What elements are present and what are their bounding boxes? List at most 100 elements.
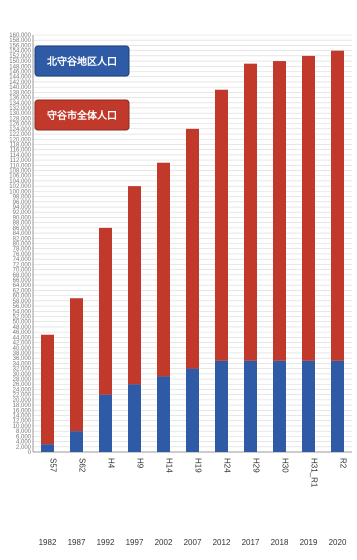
y-tick-label: 86,000 [13, 226, 32, 232]
x-category-label: H24 [223, 458, 232, 473]
bar-moriya-city-H30 [273, 61, 286, 361]
y-tick-label: 50,000 [13, 320, 32, 326]
bar-north-moriya-H24 [215, 360, 228, 452]
x-category-label: H31_R1 [310, 458, 319, 488]
x-category-label: H29 [252, 458, 261, 473]
x-year-label: 1997 [126, 538, 144, 547]
y-tick-label: 34,000 [13, 361, 32, 367]
x-year-label: 1982 [39, 538, 57, 547]
y-tick-label: 60,000 [13, 294, 32, 300]
bar-north-moriya-H31_R1 [302, 360, 315, 452]
y-tick-label: 44,000 [13, 335, 32, 341]
y-tick-label: 0 [28, 450, 32, 456]
y-tick-label: 28,000 [13, 377, 32, 383]
y-tick-label: 26,000 [13, 382, 32, 388]
y-tick-label: 8,000 [16, 429, 32, 435]
bar-north-moriya-H30 [273, 360, 286, 452]
bar-moriya-city-H9 [128, 186, 141, 385]
bar-moriya-city-H4 [99, 227, 112, 395]
y-tick-label: 36,000 [13, 356, 32, 362]
y-tick-label: 40,000 [13, 346, 32, 352]
y-tick-label: 32,000 [13, 367, 32, 373]
y-tick-label: 132,000 [9, 106, 31, 112]
y-tick-label: 24,000 [13, 387, 32, 393]
y-tick-label: 144,000 [9, 75, 31, 81]
y-tick-label: 138,000 [9, 90, 31, 96]
x-category-label: H4 [107, 458, 116, 469]
bar-north-moriya-R2 [331, 360, 344, 452]
y-tick-label: 118,000 [10, 142, 32, 148]
y-tick-label: 98,000 [13, 195, 32, 201]
y-tick-label: 114,000 [10, 153, 32, 159]
x-category-label: H19 [194, 458, 203, 473]
x-year-label: 1992 [97, 538, 115, 547]
x-category-label: H14 [165, 458, 174, 473]
y-tick-label: 142,000 [9, 80, 31, 86]
y-tick-label: 94,000 [13, 205, 32, 211]
bar-north-moriya-S57 [41, 444, 54, 452]
y-tick-label: 42,000 [13, 341, 32, 347]
y-tick-label: 90,000 [13, 215, 32, 221]
y-tick-label: 154,000 [9, 49, 31, 55]
y-tick-label: 82,000 [13, 236, 32, 242]
y-tick-label: 150,000 [9, 59, 31, 65]
y-tick-label: 112,000 [10, 158, 32, 164]
y-tick-label: 20,000 [13, 398, 32, 404]
bar-north-moriya-H14 [157, 376, 170, 452]
y-tick-label: 14,000 [13, 414, 32, 420]
bar-north-moriya-H29 [244, 360, 257, 452]
y-tick-label: 100,000 [9, 189, 31, 195]
bar-north-moriya-H19 [186, 368, 199, 452]
y-tick-label: 106,000 [9, 174, 31, 180]
y-tick-label: 156,000 [9, 43, 31, 49]
y-tick-label: 84,000 [13, 231, 32, 237]
legend-swatch-north-moriya [34, 45, 130, 77]
x-category-label: S57 [49, 458, 58, 473]
y-tick-label: 48,000 [13, 325, 32, 331]
y-tick-label: 158,000 [9, 38, 31, 44]
legend-label-north-moriya: 北守谷地区人口 [47, 55, 117, 68]
y-tick-label: 2,000 [16, 445, 32, 451]
y-tick-label: 6,000 [16, 434, 32, 440]
bar-moriya-city-H31_R1 [302, 55, 315, 361]
y-tick-label: 92,000 [13, 210, 32, 216]
x-category-label: S62 [78, 458, 87, 473]
y-tick-label: 10,000 [13, 424, 32, 430]
y-tick-label: 18,000 [13, 403, 32, 409]
x-year-label: 2012 [213, 538, 231, 547]
y-tick-label: 160,000 [9, 33, 31, 39]
bar-north-moriya-H4 [99, 394, 112, 452]
x-year-label: 2002 [155, 538, 173, 547]
y-tick-label: 104,000 [9, 179, 31, 185]
y-tick-label: 96,000 [13, 200, 32, 206]
y-tick-label: 58,000 [13, 299, 32, 305]
x-year-label: 2018 [271, 538, 289, 547]
y-tick-label: 30,000 [13, 372, 32, 378]
y-tick-label: 16,000 [13, 408, 32, 414]
x-year-label: 2019 [300, 538, 318, 547]
y-tick-label: 66,000 [13, 278, 32, 284]
y-tick-label: 126,000 [9, 122, 31, 128]
y-tick-label: 102,000 [9, 184, 31, 190]
y-tick-label: 76,000 [13, 252, 32, 258]
y-tick-label: 122,000 [9, 132, 31, 138]
y-tick-label: 134,000 [9, 101, 31, 107]
y-tick-label: 152,000 [9, 54, 31, 60]
y-tick-label: 72,000 [13, 262, 32, 268]
bar-moriya-city-H24 [215, 89, 228, 361]
y-tick-label: 4,000 [16, 440, 32, 446]
y-tick-label: 64,000 [13, 283, 32, 289]
y-tick-label: 108,000 [9, 169, 31, 175]
y-tick-label: 12,000 [13, 419, 32, 425]
y-tick-label: 68,000 [13, 273, 32, 279]
x-axis-labels: S57 1982 S62 1987 H4 1992 H9 1997 H14 2002 H19 2007… [39, 458, 348, 547]
y-tick-label: 128,000 [9, 116, 31, 122]
y-tick-label: 56,000 [13, 304, 32, 310]
y-tick-label: 78,000 [13, 247, 32, 253]
y-tick-label: 146,000 [9, 69, 31, 75]
x-year-label: 2017 [242, 538, 260, 547]
x-category-label: H9 [136, 458, 145, 469]
y-tick-label: 70,000 [13, 268, 32, 274]
bar-north-moriya-S62 [70, 431, 83, 452]
